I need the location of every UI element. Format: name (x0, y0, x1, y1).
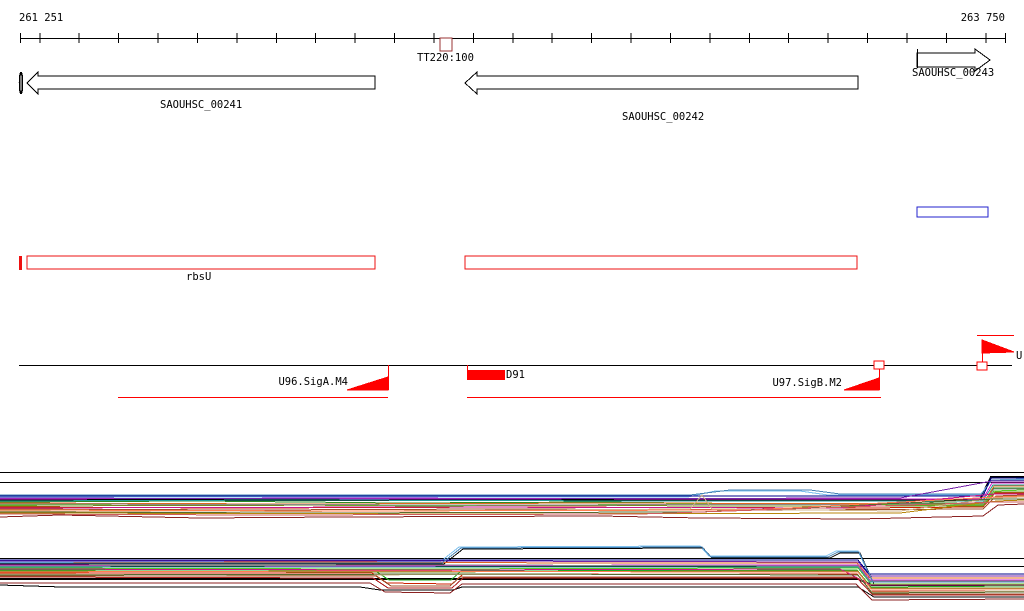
upper-band-trace-7 (0, 492, 1024, 509)
promoter-block-d91[interactable] (467, 370, 505, 380)
upper-band-trace-8 (0, 503, 1024, 520)
lower-band-trace-22 (0, 573, 1024, 594)
lower-band-trace-4 (0, 584, 1024, 598)
upper-band-trace-20 (0, 499, 1024, 515)
transcript-start-tick (19, 256, 22, 270)
transcript-box-2[interactable] (464, 255, 858, 270)
upper-band-trace-4 (0, 477, 1024, 497)
upper-band-trace-9 (0, 485, 1024, 505)
upper-band-trace-21 (0, 501, 1024, 516)
upper-band-trace-14 (0, 484, 1024, 502)
promoter-label-u97: U97.SigB.M2 (772, 377, 842, 389)
gene-start-cap (18, 71, 24, 95)
lower-band-trace-16 (0, 559, 1024, 575)
upper-band-trace-3 (0, 479, 1024, 496)
promoter-square-2[interactable] (873, 360, 885, 370)
ruler-start-coordinate: 261 251 (19, 12, 64, 24)
lower-band-trace-15 (0, 564, 1024, 582)
lower-band-trace-20 (0, 570, 1024, 590)
lower-band-trace-12 (0, 570, 1024, 589)
gene-arrow-saouhsc_00241[interactable] (26, 70, 376, 96)
ruler-end-coordinate: 263 750 (960, 12, 1005, 24)
gene-arrow-saouhsc_00242[interactable] (464, 70, 859, 96)
transcript-box-1[interactable] (26, 255, 376, 270)
gene-label-saouhsc-00243: SAOUHSC_00243 (912, 67, 995, 79)
terminator-label: TT220:100 (417, 52, 474, 64)
promoter-square-3[interactable] (976, 361, 988, 371)
lower-band-trace-9 (0, 567, 1024, 585)
lower-band-trace-19 (0, 576, 1024, 596)
terminator-box-tt220[interactable] (439, 37, 453, 52)
upper-band-trace-16 (0, 493, 1024, 509)
promoter-label-u96: U96.SigA.M4 (278, 376, 348, 388)
upper-band-trace-15 (0, 488, 1024, 506)
lower-band-trace-21 (0, 546, 1024, 583)
lower-band-trace-17 (0, 568, 1024, 586)
lower-band-trace-7 (0, 561, 1024, 579)
lower-band-trace-11 (0, 560, 1024, 577)
gene-arrow-saouhsc_00243[interactable] (916, 48, 991, 72)
gene-label-saouhsc-00241: SAOUHSC_00241 (160, 99, 243, 111)
promoter-flag-1[interactable] (346, 376, 389, 391)
lower-band-trace-5 (0, 582, 1024, 601)
transcript-label-rbsu: rbsU (186, 271, 212, 283)
upper-band-trace-12 (0, 480, 1024, 500)
transcript-box-blue[interactable] (916, 206, 989, 218)
promoter-label-u-cutoff: U (1016, 350, 1023, 362)
promoter-flag-3[interactable] (981, 339, 1015, 354)
gene-label-saouhsc-00242: SAOUHSC_00242 (622, 111, 705, 123)
promoter-flag-2[interactable] (843, 377, 880, 391)
promoter-label-d91: D91 (506, 369, 525, 381)
